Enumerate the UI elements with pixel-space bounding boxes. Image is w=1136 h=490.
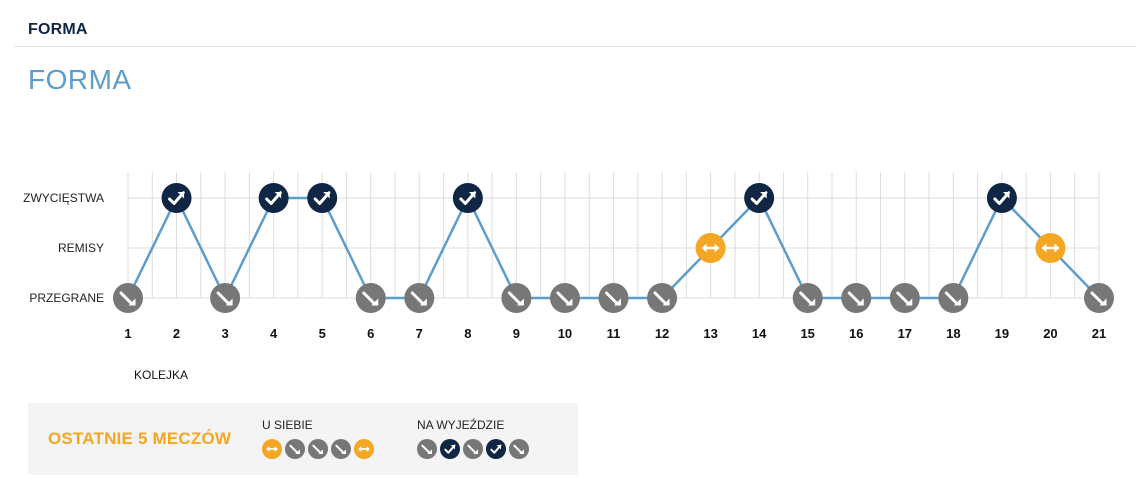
x-tick-label: 15 <box>800 326 814 341</box>
away-result-icon-3 <box>463 439 483 459</box>
result-marker-4 <box>258 183 289 213</box>
y-axis-label: ZWYCIĘSTWA <box>23 191 104 205</box>
result-marker-16 <box>841 283 872 313</box>
result-marker-2 <box>161 183 192 213</box>
x-axis-title: KOLEJKA <box>134 368 188 382</box>
home-result-icon-3 <box>308 439 328 459</box>
result-marker-20 <box>1035 233 1066 263</box>
last-five-title: OSTATNIE 5 MECZÓW <box>48 429 232 448</box>
away-result-glyph <box>509 439 529 459</box>
home-result-glyph <box>285 439 305 459</box>
home-result-icon-5 <box>354 439 374 459</box>
away-result-icon-4 <box>486 439 506 459</box>
home-form-icons <box>262 439 374 459</box>
x-tick-label: 4 <box>270 326 278 341</box>
result-marker-1 <box>113 283 143 313</box>
x-tick-label: 11 <box>607 326 621 341</box>
home-result-icon-2 <box>285 439 305 459</box>
x-tick-label: 13 <box>703 326 717 341</box>
home-result-icon-1 <box>262 439 282 459</box>
x-tick-label: 3 <box>221 326 228 341</box>
x-tick-label: 21 <box>1092 326 1106 341</box>
away-form-group: NA WYJEŹDZIE <box>417 418 529 459</box>
x-tick-label: 17 <box>898 326 912 341</box>
result-marker-12 <box>647 283 678 313</box>
away-result-icon-5 <box>509 439 529 459</box>
home-form-label: U SIEBIE <box>262 418 313 432</box>
x-tick-label: 16 <box>849 326 863 341</box>
result-marker-18 <box>938 283 969 313</box>
home-result-glyph <box>331 439 351 459</box>
result-marker-9 <box>501 283 532 313</box>
away-result-icon-1 <box>417 439 437 459</box>
y-axis-label: REMISY <box>58 241 104 255</box>
section-header: FORMA <box>14 0 1136 47</box>
away-result-glyph <box>417 439 437 459</box>
x-tick-label: 9 <box>513 326 520 341</box>
away-form-icons <box>417 439 529 459</box>
result-marker-14 <box>744 183 775 213</box>
result-marker-6 <box>355 283 386 313</box>
result-marker-3 <box>210 283 241 313</box>
result-marker-13 <box>695 233 726 263</box>
x-tick-label: 14 <box>752 326 767 341</box>
result-marker-21 <box>1084 283 1114 313</box>
away-result-glyph <box>440 439 460 459</box>
x-tick-label: 8 <box>464 326 471 341</box>
x-tick-label: 1 <box>124 326 131 341</box>
away-result-glyph <box>486 439 506 459</box>
result-marker-15 <box>792 283 823 313</box>
x-tick-label: 2 <box>173 326 180 341</box>
result-marker-5 <box>307 183 338 213</box>
result-markers <box>113 183 1114 313</box>
result-marker-7 <box>404 283 435 313</box>
y-axis-label: PRZEGRANE <box>29 291 104 305</box>
x-tick-label: 10 <box>558 326 572 341</box>
home-result-icon-4 <box>331 439 351 459</box>
away-result-icon-2 <box>440 439 460 459</box>
x-tick-label: 7 <box>416 326 423 341</box>
section-title: FORMA <box>28 21 88 38</box>
result-marker-19 <box>986 183 1017 213</box>
last-five-matches-panel: OSTATNIE 5 MECZÓW U SIEBIE NA WYJEŹDZIE <box>28 403 578 475</box>
result-marker-10 <box>549 283 580 313</box>
home-result-glyph <box>262 439 282 459</box>
result-marker-17 <box>889 283 920 313</box>
x-tick-label: 19 <box>995 326 1009 341</box>
home-result-glyph <box>354 439 374 459</box>
x-tick-label: 20 <box>1043 326 1057 341</box>
x-tick-label: 5 <box>319 326 326 341</box>
x-tick-label: 12 <box>655 326 669 341</box>
away-result-glyph <box>463 439 483 459</box>
result-marker-8 <box>452 183 483 213</box>
home-result-glyph <box>308 439 328 459</box>
x-tick-label: 18 <box>946 326 960 341</box>
away-form-label: NA WYJEŹDZIE <box>417 418 505 432</box>
page-title: FORMA <box>28 64 132 95</box>
result-marker-11 <box>598 283 629 313</box>
x-tick-label: 6 <box>367 326 374 341</box>
home-form-group: U SIEBIE <box>262 418 374 459</box>
